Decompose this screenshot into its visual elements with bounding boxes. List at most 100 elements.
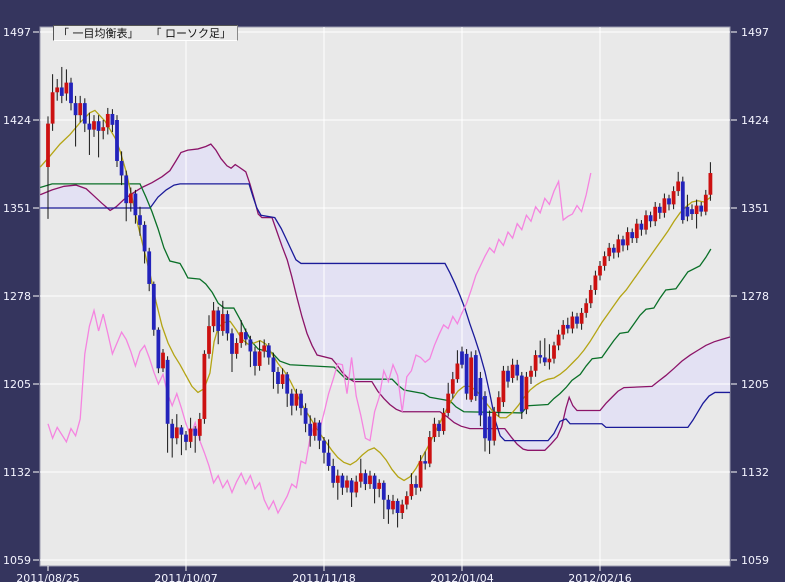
senkou-span-a-line	[40, 183, 730, 442]
candle-body	[119, 160, 124, 176]
candle-body	[588, 289, 593, 304]
candle-body	[110, 113, 115, 125]
candle-body	[529, 370, 533, 377]
candle-body	[639, 223, 644, 230]
candle-body	[450, 379, 455, 394]
candle-body	[676, 181, 681, 192]
candle-body	[565, 324, 570, 329]
candle-body	[211, 310, 216, 327]
x-axis-date-label: 2012/01/04	[430, 572, 493, 582]
candle-body	[266, 345, 271, 358]
candle-body	[326, 452, 331, 466]
candle-body	[331, 465, 336, 483]
candle-body	[78, 103, 83, 116]
y-axis-label-left: 1424	[3, 114, 31, 127]
candle-body	[317, 422, 322, 441]
candle-body	[469, 357, 474, 400]
candle-body	[289, 393, 294, 406]
candle-body	[533, 355, 538, 371]
candle-body	[621, 239, 625, 246]
candle-body	[115, 120, 119, 161]
candle-body	[92, 121, 96, 130]
candle-body	[473, 355, 478, 397]
candle-body	[363, 473, 368, 485]
y-axis-label-right: 1205	[741, 378, 769, 391]
candle-body	[441, 412, 446, 432]
y-axis-label-left: 1278	[3, 290, 31, 303]
candle-body	[381, 482, 386, 500]
candle-body	[708, 173, 713, 195]
candle-body	[133, 193, 138, 216]
y-axis-label-right: 1278	[741, 290, 769, 303]
candle-body	[671, 191, 676, 205]
candle-body	[202, 353, 207, 419]
candle-body	[593, 275, 598, 290]
candle-body	[556, 334, 561, 346]
candle-body	[542, 357, 547, 363]
candle-body	[598, 265, 602, 276]
candle-body	[460, 351, 464, 365]
candle-body	[487, 416, 492, 441]
candle-body	[423, 461, 428, 464]
candle-body	[312, 422, 317, 436]
candle-body	[188, 428, 193, 442]
tenkan-sen-line	[39, 109, 712, 482]
x-axis-date-label: 2011/10/07	[154, 572, 217, 582]
candle-body	[446, 393, 451, 413]
candle-body	[216, 310, 221, 331]
candle-body	[437, 423, 441, 432]
candle-body	[368, 475, 372, 485]
candle-body	[703, 194, 708, 212]
candle-body	[170, 423, 175, 439]
candle-body	[510, 364, 515, 378]
candle-body	[285, 374, 290, 394]
candle-body	[230, 333, 234, 354]
candle-body	[616, 239, 621, 253]
candle-body	[87, 123, 92, 130]
candle-body	[501, 370, 506, 403]
legend-item-candlestick: 「 ローソク足」	[150, 26, 232, 40]
candle-body	[377, 482, 382, 489]
x-axis-date-label: 2011/08/25	[16, 572, 79, 582]
candle-body	[354, 481, 359, 493]
candle-body	[699, 205, 704, 212]
candle-body	[648, 215, 653, 222]
candle-body	[427, 437, 432, 464]
candle-body	[515, 364, 520, 376]
candle-body	[156, 329, 161, 369]
candle-body	[138, 215, 142, 225]
candle-body	[657, 206, 662, 213]
candle-body	[414, 484, 418, 488]
candle-body	[248, 339, 253, 352]
candle-body	[197, 418, 202, 436]
candle-body	[418, 461, 423, 488]
candle-body	[299, 393, 303, 409]
candle-body	[552, 345, 556, 359]
candle-body	[179, 427, 184, 435]
candle-body	[161, 352, 165, 369]
candle-body	[294, 393, 299, 406]
kijun-sen-line	[39, 183, 712, 414]
y-axis-label-right: 1059	[741, 554, 769, 567]
candle-body	[151, 283, 156, 330]
candle-body	[271, 357, 276, 372]
candle-body	[64, 82, 69, 94]
candle-body	[280, 374, 285, 384]
candle-body	[519, 375, 524, 412]
x-axis-date-label: 2012/02/16	[568, 572, 631, 582]
candle-body	[492, 411, 497, 441]
candle-body	[506, 370, 510, 382]
candle-body	[234, 343, 239, 354]
candle-body	[391, 500, 395, 510]
y-axis-label-left: 1059	[3, 554, 31, 567]
candle-body	[239, 332, 244, 344]
candle-body	[496, 397, 501, 412]
y-axis-label-left: 1205	[3, 378, 31, 391]
candle-body	[667, 198, 671, 205]
ichimoku-cloud	[40, 144, 731, 451]
candle-body	[455, 363, 460, 380]
y-axis-label-right: 1497	[741, 26, 769, 39]
candle-body	[243, 332, 248, 340]
